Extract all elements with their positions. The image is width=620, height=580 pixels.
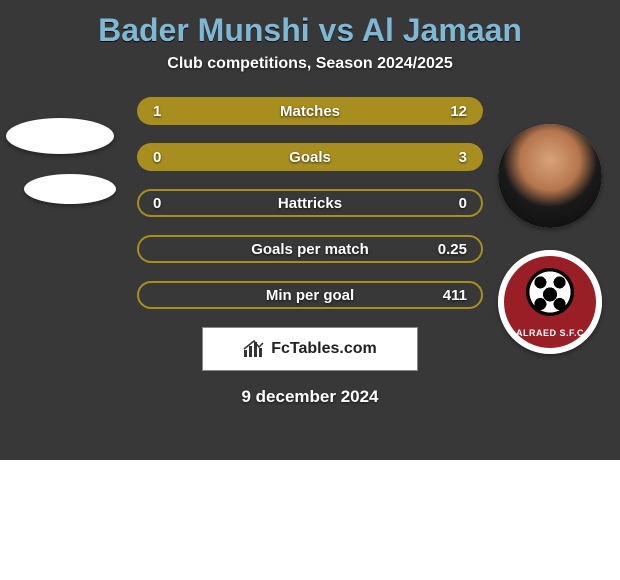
player1-avatar-placeholder-2 [24,174,116,204]
stat-row: 1Matches12 [137,97,483,125]
date-label: 9 december 2024 [0,387,620,407]
stat-right-value: 411 [443,287,467,304]
stat-row: Min per goal411 [137,281,483,309]
stat-label: Matches [139,103,481,120]
bar-chart-icon [243,340,265,358]
badge-text: ALRAED S.F.C [498,328,602,338]
stats-container: 1Matches120Goals30Hattricks0Goals per ma… [137,97,483,309]
comparison-card: Bader Munshi vs Al Jamaan Club competiti… [0,0,620,460]
stat-left-value: 1 [153,103,161,120]
stat-label: Goals [139,149,481,166]
stat-left-value: 0 [153,195,161,212]
player2-club-badge: ALRAED S.F.C [498,250,602,354]
stat-right-value: 3 [459,149,467,166]
player-head-image [498,124,602,228]
page-title: Bader Munshi vs Al Jamaan [0,12,620,49]
stat-row: 0Goals3 [137,143,483,171]
stat-right-value: 0 [459,195,467,212]
stat-left-value: 0 [153,149,161,166]
stat-row: Goals per match0.25 [137,235,483,263]
stat-label: Hattricks [139,195,481,212]
stat-right-value: 0.25 [438,241,467,258]
stat-label: Goals per match [139,241,481,258]
subtitle: Club competitions, Season 2024/2025 [0,55,620,73]
stat-label: Min per goal [139,287,481,304]
club-badge-icon: ALRAED S.F.C [498,250,602,354]
player2-avatar [498,124,602,228]
player1-avatar-placeholder-1 [6,118,114,154]
stat-row: 0Hattricks0 [137,189,483,217]
fctables-branding[interactable]: FcTables.com [202,327,418,371]
branding-label: FcTables.com [271,340,377,358]
stat-right-value: 12 [450,103,467,120]
